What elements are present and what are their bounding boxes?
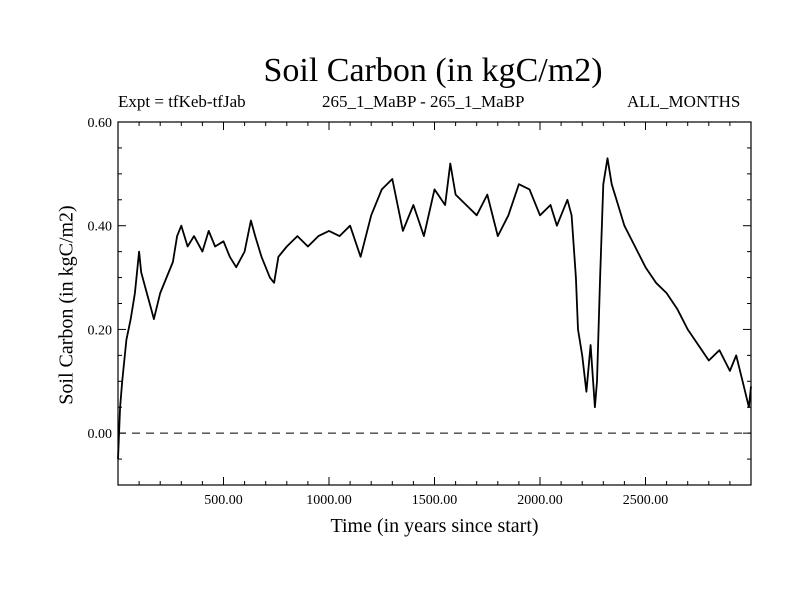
x-axis-label: Time (in years since start) [330,515,539,537]
x-tick-label: 2000.00 [517,493,563,508]
y-tick-label: 0.40 [88,220,113,235]
months-label: ALL_MONTHS [627,92,741,111]
x-tick-label: 2500.00 [623,493,669,508]
x-tick-label: 500.00 [204,493,243,508]
data-layer [117,157,752,460]
x-tick-label: 1000.00 [306,493,352,508]
ticks-layer: 500.00 1000.00 1500.00 2000.00 2500.00 0.60 0.… [88,116,751,508]
series-line-0 [117,157,752,460]
x-tick-label: 1500.00 [412,493,458,508]
y-tick-label: 0.60 [88,116,113,131]
y-tick-label: 0.00 [88,427,113,442]
plot-frame [117,121,752,486]
experiment-label: Expt = tfKeb-tfJab [118,92,246,111]
chart-title: Soil Carbon (in kgC/m2) [263,52,603,89]
period-label: 265_1_MaBP - 265_1_MaBP [322,92,525,111]
y-tick-label: 0.20 [88,323,113,338]
